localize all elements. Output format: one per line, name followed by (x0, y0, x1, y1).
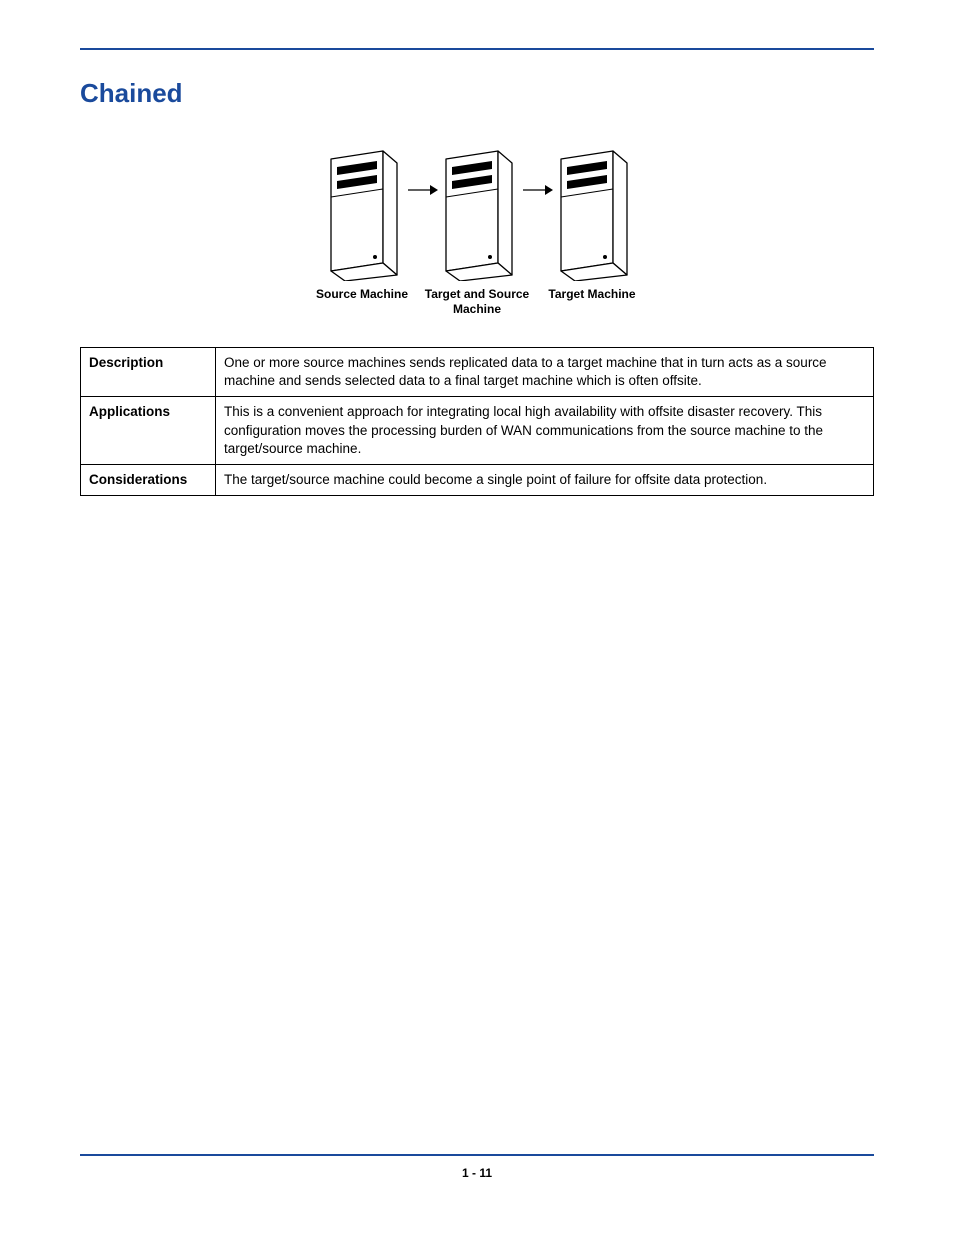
arrow-icon (523, 183, 553, 197)
row-label: Applications (81, 397, 216, 465)
page-title: Chained (80, 78, 874, 109)
page: Chained Source Machine (0, 0, 954, 1235)
table-row: Applications This is a convenient approa… (81, 397, 874, 465)
server-tower-icon (434, 149, 520, 281)
diagram: Source Machine (80, 149, 874, 317)
row-text: One or more source machines sends replic… (216, 348, 874, 397)
info-table: Description One or more source machines … (80, 347, 874, 496)
server-target: Target Machine (535, 149, 650, 302)
row-text: This is a convenient approach for integr… (216, 397, 874, 465)
row-label: Considerations (81, 465, 216, 496)
server-mid-label: Target and Source Machine (420, 287, 535, 317)
arrow-icon (408, 183, 438, 197)
diagram-row: Source Machine (305, 149, 650, 317)
server-target-label: Target Machine (535, 287, 650, 302)
page-number: 1 - 11 (80, 1166, 874, 1180)
row-text: The target/source machine could become a… (216, 465, 874, 496)
bottom-rule (80, 1154, 874, 1156)
server-mid: Target and Source Machine (420, 149, 535, 317)
row-label: Description (81, 348, 216, 397)
server-source-label: Source Machine (305, 287, 420, 302)
footer: 1 - 11 (80, 1154, 874, 1180)
table-row: Description One or more source machines … (81, 348, 874, 397)
table-row: Considerations The target/source machine… (81, 465, 874, 496)
server-tower-icon (549, 149, 635, 281)
top-rule (80, 48, 874, 50)
server-source: Source Machine (305, 149, 420, 302)
server-tower-icon (319, 149, 405, 281)
